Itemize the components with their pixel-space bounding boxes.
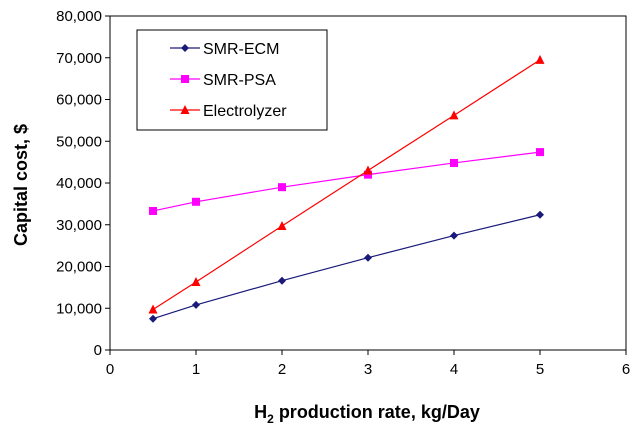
- data-point-smr-ecm: [278, 276, 286, 285]
- data-point-smr-ecm: [450, 231, 458, 240]
- y-tick-label: 80,000: [56, 8, 102, 25]
- legend-item-smr-ecm: SMR-ECM: [170, 41, 279, 58]
- data-point-smr-psa: [450, 158, 458, 167]
- x-tick-label: 4: [450, 361, 458, 378]
- data-point-smr-ecm: [149, 314, 157, 323]
- series-line-smr-ecm: [152, 214, 541, 320]
- x-axis-label-prefix: H: [254, 402, 267, 422]
- data-point-electrolyzer: [363, 165, 373, 175]
- legend-label: Electrolyzer: [203, 103, 287, 120]
- legend-box: [136, 29, 328, 131]
- data-point-electrolyzer: [535, 54, 545, 64]
- data-point-smr-psa: [536, 148, 544, 157]
- series-line-smr-psa: [152, 151, 541, 212]
- data-point-smr-psa: [278, 183, 286, 192]
- y-tick-label: 60,000: [56, 92, 102, 109]
- series-line-electrolyzer: [152, 59, 541, 311]
- data-point-smr-ecm: [192, 300, 200, 309]
- legend-marker: [181, 75, 189, 83]
- legend-label: SMR-PSA: [203, 72, 276, 89]
- series-smr-psa: [149, 148, 544, 215]
- y-tick-label: 40,000: [56, 175, 102, 192]
- data-point-smr-psa: [364, 170, 372, 179]
- series-layer: [148, 54, 545, 323]
- x-tick-label: 2: [278, 361, 286, 378]
- series-smr-ecm: [149, 210, 544, 323]
- y-tick-label: 20,000: [56, 259, 102, 276]
- legend-label: SMR-ECM: [203, 41, 279, 58]
- y-axis-label: Capital cost, $: [11, 124, 31, 246]
- legend-item-electrolyzer: Electrolyzer: [170, 103, 287, 120]
- x-tick-label: 6: [622, 361, 630, 378]
- data-point-smr-ecm: [364, 253, 372, 262]
- x-axis-label-suffix: production rate, kg/Day: [274, 402, 480, 422]
- data-point-smr-psa: [192, 197, 200, 206]
- data-point-electrolyzer: [191, 276, 201, 286]
- y-tick-label: 50,000: [56, 133, 102, 150]
- x-axis-ticks: 0 1 2 3 4 5 6: [106, 350, 630, 378]
- legend: SMR-ECM SMR-PSA Electrolyzer: [136, 29, 328, 131]
- y-axis-ticks: 0 10,000 20,000 30,000 40,000 50,000 60,000 70,…: [56, 8, 110, 359]
- x-tick-label: 3: [364, 361, 372, 378]
- x-axis-label-subscript: 2: [267, 412, 274, 425]
- series-electrolyzer: [148, 54, 545, 314]
- y-tick-label: 30,000: [56, 217, 102, 234]
- data-point-smr-psa: [149, 206, 157, 215]
- legend-marker: [181, 44, 189, 52]
- x-axis-label: H2 production rate, kg/Day: [254, 402, 480, 425]
- data-point-electrolyzer: [148, 304, 158, 314]
- legend-item-smr-psa: SMR-PSA: [170, 72, 276, 89]
- data-point-electrolyzer: [449, 110, 459, 120]
- legend-marker: [180, 105, 190, 114]
- y-tick-label: 10,000: [56, 300, 102, 317]
- y-tick-label: 0: [94, 342, 102, 359]
- y-tick-label: 70,000: [56, 50, 102, 67]
- data-point-electrolyzer: [277, 221, 287, 231]
- x-tick-label: 5: [536, 361, 544, 378]
- x-tick-label: 1: [192, 361, 200, 378]
- data-point-smr-ecm: [536, 210, 544, 219]
- x-tick-label: 0: [106, 361, 114, 378]
